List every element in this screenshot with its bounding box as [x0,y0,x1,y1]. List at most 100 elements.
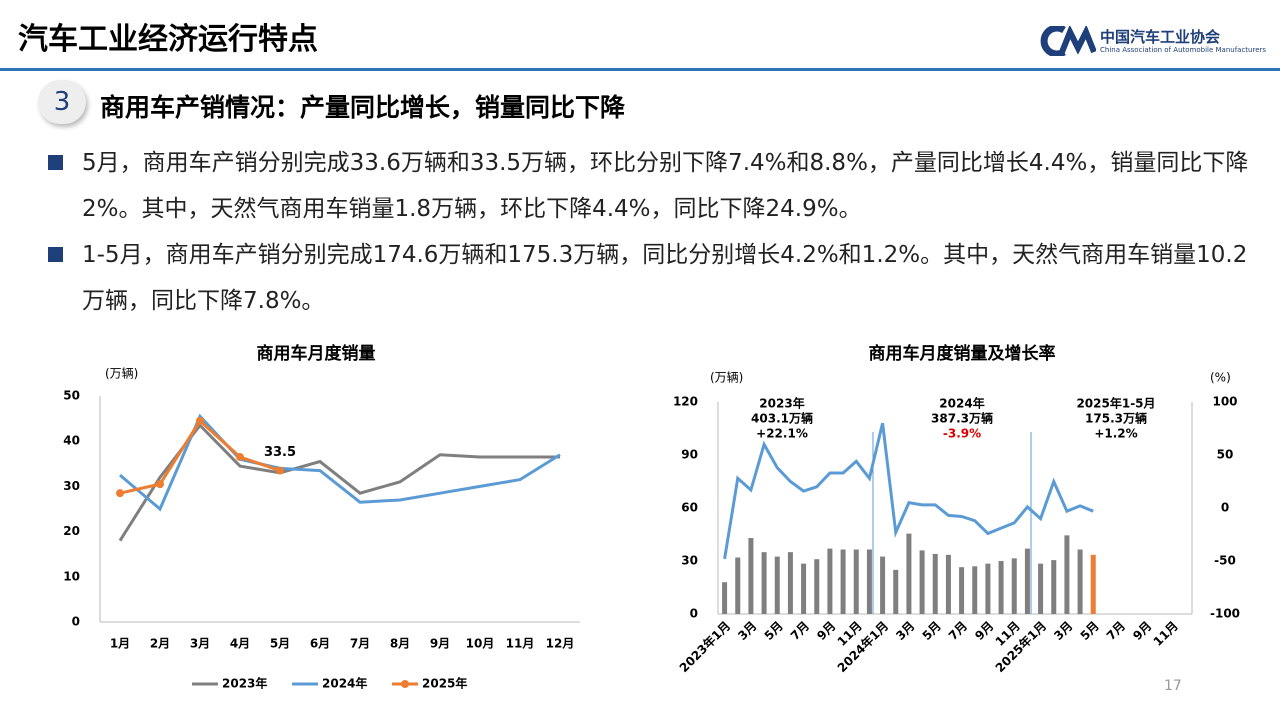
line-chart: 商用车月度销量 (万辆) 0 10 20 30 40 50 1月 2月 3月 4月 5月 6月 7月 8月 9月… [63,343,580,691]
bar [985,563,991,614]
x-tick-label: 3月 [735,619,759,643]
bar [1077,549,1083,614]
x-tick-label: 2023年1月 [676,618,733,675]
annotation: 2024年 [939,396,984,411]
annotation: +22.1% [756,427,808,441]
y-tick-label: 40 [63,434,80,448]
bar [1090,554,1096,614]
bar [1011,558,1017,614]
legend-marker [401,680,409,688]
bar [945,554,951,614]
bar [959,567,965,614]
bar [880,556,886,614]
page-number: 17 [1164,678,1182,694]
section-title: 商用车产销情况：产量同比增长，销量同比下降 [100,93,626,122]
data-label: 33.5 [264,445,296,460]
y-tick-label: 30 [63,479,80,493]
x-tick-label: 5月 [270,637,290,651]
x-tick-label: 11月 [506,637,535,651]
x-tick-label: 3月 [190,637,210,651]
legend-label: 2024年 [322,676,367,691]
x-tick-label: 1月 [110,637,130,651]
bullet-square [48,155,63,170]
annotation: 387.3万辆 [931,411,993,426]
bar [893,569,899,614]
bar [801,563,807,614]
x-tick-label: 3月 [1051,619,1075,643]
bar [827,548,833,614]
bar [1051,560,1057,614]
section-number: 3 [38,80,86,124]
x-tick-label: 7月 [350,637,370,651]
x-tick-label: 2月 [150,637,170,651]
point [196,416,204,425]
y2-tick-label: -100 [1210,607,1240,621]
y-tick-label: 120 [673,395,698,409]
bar [866,549,872,614]
bullet: 5月，商用车产销分别完成33.6万辆和33.5万辆，环比分别下降7.4%和8.8… [48,140,1258,232]
y2-tick-label: 50 [1217,448,1234,462]
x-tick-label: 5月 [920,619,944,643]
x-tick-label: 8月 [390,637,410,651]
bar [998,561,1004,614]
x-tick-label: 7月 [1104,619,1128,643]
bullet: 1-5月，商用车产销分别完成174.6万辆和175.3万辆，同比分别增长4.2%… [48,232,1258,324]
bar [853,549,859,614]
y-tick-label: 50 [63,389,80,403]
y-tick-label: 60 [681,501,698,515]
y2-tick-label: -50 [1214,554,1236,568]
x-tick-label: 9月 [430,637,450,651]
x-tick-label: 3月 [893,619,917,643]
bar [761,552,767,614]
chart-title: 商用车月度销量 [257,343,376,364]
y-axis-label: (万辆) [710,371,743,385]
annotation: +1.2% [1094,427,1137,441]
annotation: -3.9% [943,427,981,441]
x-tick-label: 12月 [546,637,575,651]
bullet-list: 5月，商用车产销分别完成33.6万辆和33.5万辆，环比分别下降7.4%和8.8… [48,140,1258,324]
slide-title: 汽车工业经济运行特点 [18,22,318,57]
y-tick-label: 30 [681,554,698,568]
x-tick-label: 7月 [946,619,970,643]
bar [814,559,820,614]
point [156,480,164,489]
y-tick-label: 90 [681,448,698,462]
series-line [119,413,561,512]
logo-icon [1040,26,1096,56]
x-tick-label: 7月 [788,619,812,643]
bar [972,566,978,614]
y-tick-label: 0 [72,615,80,629]
bar [735,557,741,614]
bar [1024,548,1030,614]
org-name: 中国汽车工业协会 [1100,28,1221,46]
y-tick-label: 10 [63,569,80,583]
bar [906,533,912,614]
combo-chart: 商用车月度销量及增长率 (万辆) (%) 0 30 60 90 120 -100 -50 0 50 10… [673,343,1240,675]
bar [919,550,925,614]
bar [932,553,938,614]
chart-title: 商用车月度销量及增长率 [869,343,1056,364]
bullet-text: 1-5月，商用车产销分别完成174.6万辆和175.3万辆，同比分别增长4.2%… [82,242,1248,314]
series-line [723,422,1094,560]
y2-axis-label: (%) [1210,371,1231,385]
point [236,453,244,462]
bar [787,552,793,614]
annotation: 2023年 [759,396,804,411]
bar [748,538,754,614]
annotation: 2025年1-5月 [1076,396,1155,411]
bar [1064,535,1070,614]
x-tick-label: 11月 [1151,619,1181,649]
y2-tick-label: 0 [1221,501,1229,515]
bar [840,549,846,614]
legend-label: 2023年 [222,676,267,691]
bullet-square [48,247,63,262]
bar [774,556,780,614]
x-tick-label: 10月 [466,637,495,651]
header-rule [0,68,1280,71]
annotation: 175.3万辆 [1085,411,1147,426]
series-line [119,418,281,495]
x-tick-label: 6月 [310,637,330,651]
y-tick-label: 20 [63,524,80,538]
org-name-en: China Association of Automobile Manufact… [1100,46,1267,54]
